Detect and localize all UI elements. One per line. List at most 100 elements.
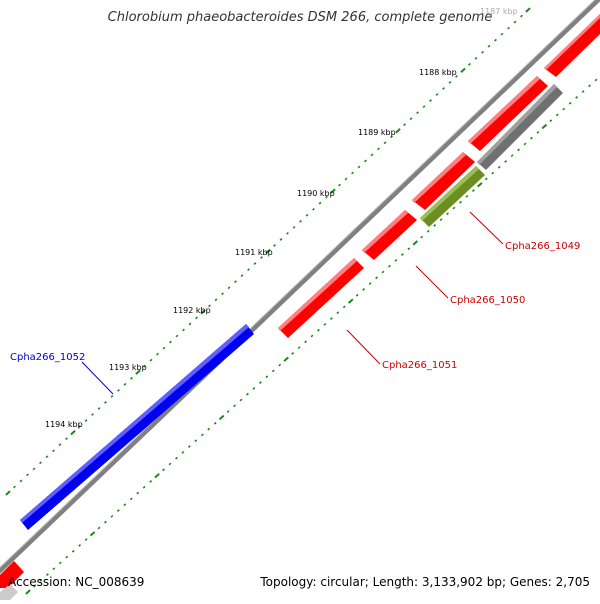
scale-tick (497, 165, 501, 169)
leader-line-1052 (81, 361, 114, 395)
scale-tick (435, 93, 439, 96)
scale-tick (465, 194, 469, 198)
scale-tick (416, 111, 419, 115)
scale-tick (187, 445, 191, 448)
scale-tick (555, 113, 559, 117)
scale-tick (471, 189, 475, 192)
scale-label: 1191 kbp (235, 248, 273, 257)
scale-tick (149, 358, 153, 362)
scale-label: 1193 kbp (109, 363, 147, 372)
genome-backbone (0, 0, 600, 574)
scale-tick (325, 195, 328, 199)
leader-line-1050 (415, 265, 449, 299)
scale-tick (530, 136, 533, 140)
gene-forward-3[interactable] (412, 152, 475, 210)
scale-tick (394, 258, 398, 262)
scale-tick (273, 244, 276, 247)
scale-tick (175, 334, 179, 338)
scale-tick (213, 421, 217, 425)
scale-tick (581, 90, 585, 94)
gene-cpha266-1052[interactable] (20, 324, 254, 530)
scale-tick (305, 213, 309, 217)
scale-tick (568, 101, 572, 105)
scale-tick (286, 231, 289, 235)
scale-tick (377, 147, 380, 151)
scale-tick (370, 153, 374, 157)
scale-tick (33, 584, 36, 588)
scale-tick (258, 381, 262, 384)
gene-label-1049[interactable]: Cpha266_1049 (505, 241, 580, 252)
scale-tick (383, 141, 387, 145)
scale-tick (347, 298, 354, 304)
scale-tick (357, 165, 361, 169)
gene-forward-2[interactable] (468, 76, 548, 151)
scale-tick (422, 105, 426, 109)
scale-tick (291, 352, 295, 355)
scale-tick (25, 589, 31, 595)
scale-tick (318, 201, 322, 205)
scale-tick (448, 81, 452, 84)
scale-tick (200, 309, 206, 315)
scale-tick (221, 292, 224, 296)
scale-tick (91, 413, 94, 416)
scale-tick (110, 394, 114, 398)
leader-line-1051 (346, 329, 381, 365)
scale-tick (136, 491, 140, 495)
scale-tick (84, 538, 88, 542)
scale-tick (575, 96, 579, 99)
scale-tick (214, 298, 218, 302)
scale-tick (110, 514, 114, 518)
gene-label-1050[interactable]: Cpha266_1050 (450, 295, 525, 306)
scale-tick (247, 268, 250, 272)
scale-tick (484, 177, 488, 181)
scale-tick (142, 485, 146, 489)
scale-label: 1187 kbp (480, 7, 518, 16)
gene-forward-4[interactable] (362, 210, 417, 260)
gene-cpha266-1051[interactable] (278, 258, 364, 338)
scale-tick (78, 544, 82, 547)
scale-tick (594, 78, 598, 82)
scale-label: 1189 kbp (358, 128, 396, 137)
scale-tick (253, 262, 257, 265)
scale-tick (194, 439, 198, 443)
scale-tick (317, 328, 320, 332)
scale-tick (330, 188, 336, 194)
gene-label-1051[interactable]: Cpha266_1051 (382, 360, 457, 371)
scale-tick (278, 363, 282, 367)
scale-tick (500, 32, 504, 36)
scale-tick (123, 503, 127, 507)
gene-edge-gray[interactable] (0, 584, 18, 600)
scale-tick (329, 317, 333, 320)
scale-tick (407, 247, 411, 251)
scale-tick (5, 490, 11, 496)
scale-tick (283, 356, 289, 362)
gene-label-1052[interactable]: Cpha266_1052 (10, 352, 85, 363)
gene-forward-1[interactable] (544, 14, 600, 77)
topology-text: Topology: circular; Length: 3,133,902 bp… (260, 575, 590, 589)
scale-tick (97, 526, 101, 530)
scale-tick (342, 305, 346, 309)
scale-tick (19, 479, 23, 483)
gene-cpha266-1049[interactable] (420, 166, 485, 227)
scale-tick (409, 117, 413, 121)
scale-tick (468, 62, 471, 66)
scale-tick (32, 467, 36, 471)
scale-tick (156, 352, 159, 356)
scale-tick (494, 38, 497, 42)
gene-gray[interactable] (477, 84, 563, 170)
scale-tick (175, 456, 178, 460)
scale-tick (130, 376, 133, 380)
scale-tick (182, 328, 185, 332)
scale-tick (368, 282, 372, 286)
scale-tick (143, 364, 146, 368)
gene-edge-red[interactable] (0, 561, 24, 588)
scale-tick (297, 346, 301, 350)
scale-tick (200, 433, 204, 437)
scale-tick (239, 398, 243, 402)
scale-tick (279, 238, 283, 241)
scale-tick (520, 14, 523, 18)
scale-tick (455, 75, 458, 78)
scale-tick (562, 107, 566, 111)
scale-tick (39, 578, 43, 582)
scale-tick (588, 84, 591, 88)
